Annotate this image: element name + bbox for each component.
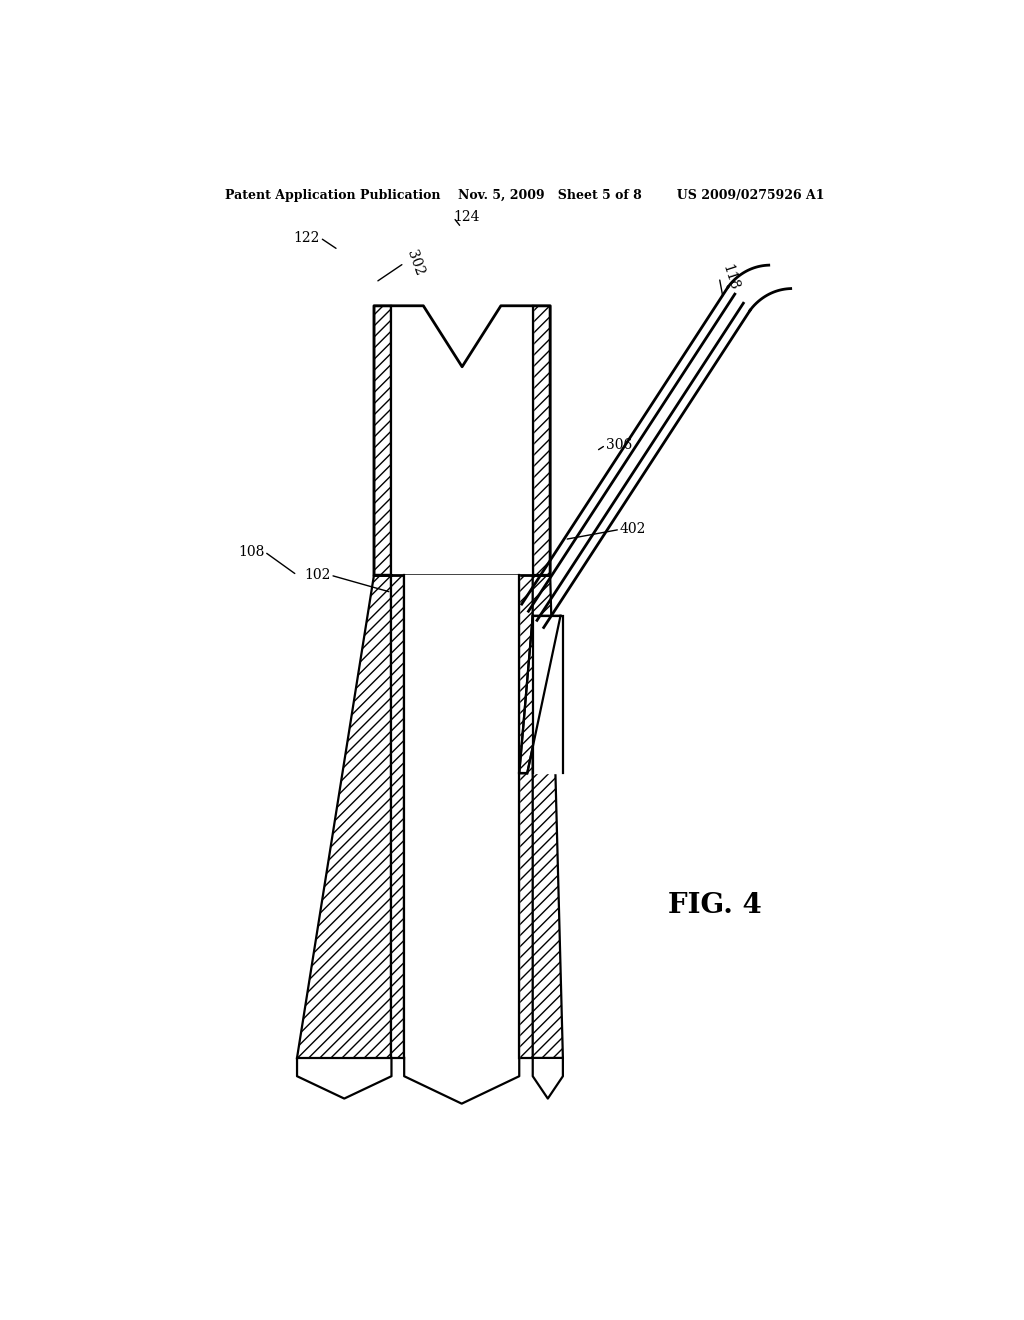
Polygon shape — [532, 576, 563, 1057]
Polygon shape — [374, 306, 391, 576]
Polygon shape — [297, 576, 391, 1057]
Text: 302: 302 — [404, 248, 426, 277]
Polygon shape — [532, 306, 550, 576]
Text: 122: 122 — [294, 231, 321, 244]
Polygon shape — [532, 615, 563, 774]
Text: 124: 124 — [454, 210, 480, 224]
Text: 108: 108 — [239, 545, 264, 558]
Text: 102: 102 — [304, 568, 331, 582]
Text: Patent Application Publication    Nov. 5, 2009   Sheet 5 of 8        US 2009/027: Patent Application Publication Nov. 5, 2… — [225, 189, 824, 202]
Text: 402: 402 — [620, 523, 646, 536]
Text: 118: 118 — [719, 263, 740, 292]
Polygon shape — [391, 306, 532, 576]
Polygon shape — [391, 576, 404, 1057]
Polygon shape — [519, 576, 532, 1057]
Polygon shape — [519, 615, 560, 774]
Polygon shape — [404, 576, 519, 1057]
Text: FIG. 4: FIG. 4 — [668, 892, 762, 919]
Text: 306: 306 — [606, 438, 632, 451]
